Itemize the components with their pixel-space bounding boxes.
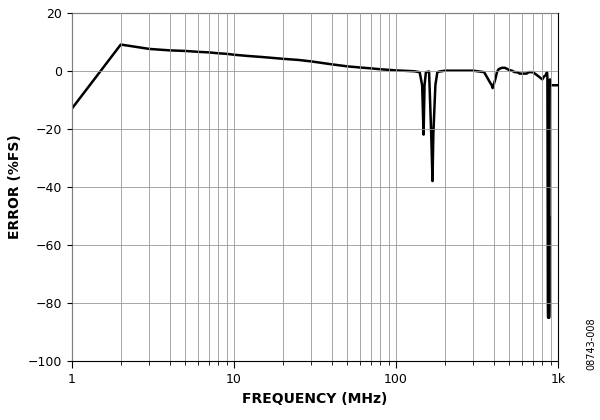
X-axis label: FREQUENCY (MHz): FREQUENCY (MHz) (242, 391, 388, 406)
Text: 08743-008: 08743-008 (586, 317, 596, 370)
Y-axis label: ERROR (%FS): ERROR (%FS) (8, 134, 22, 239)
